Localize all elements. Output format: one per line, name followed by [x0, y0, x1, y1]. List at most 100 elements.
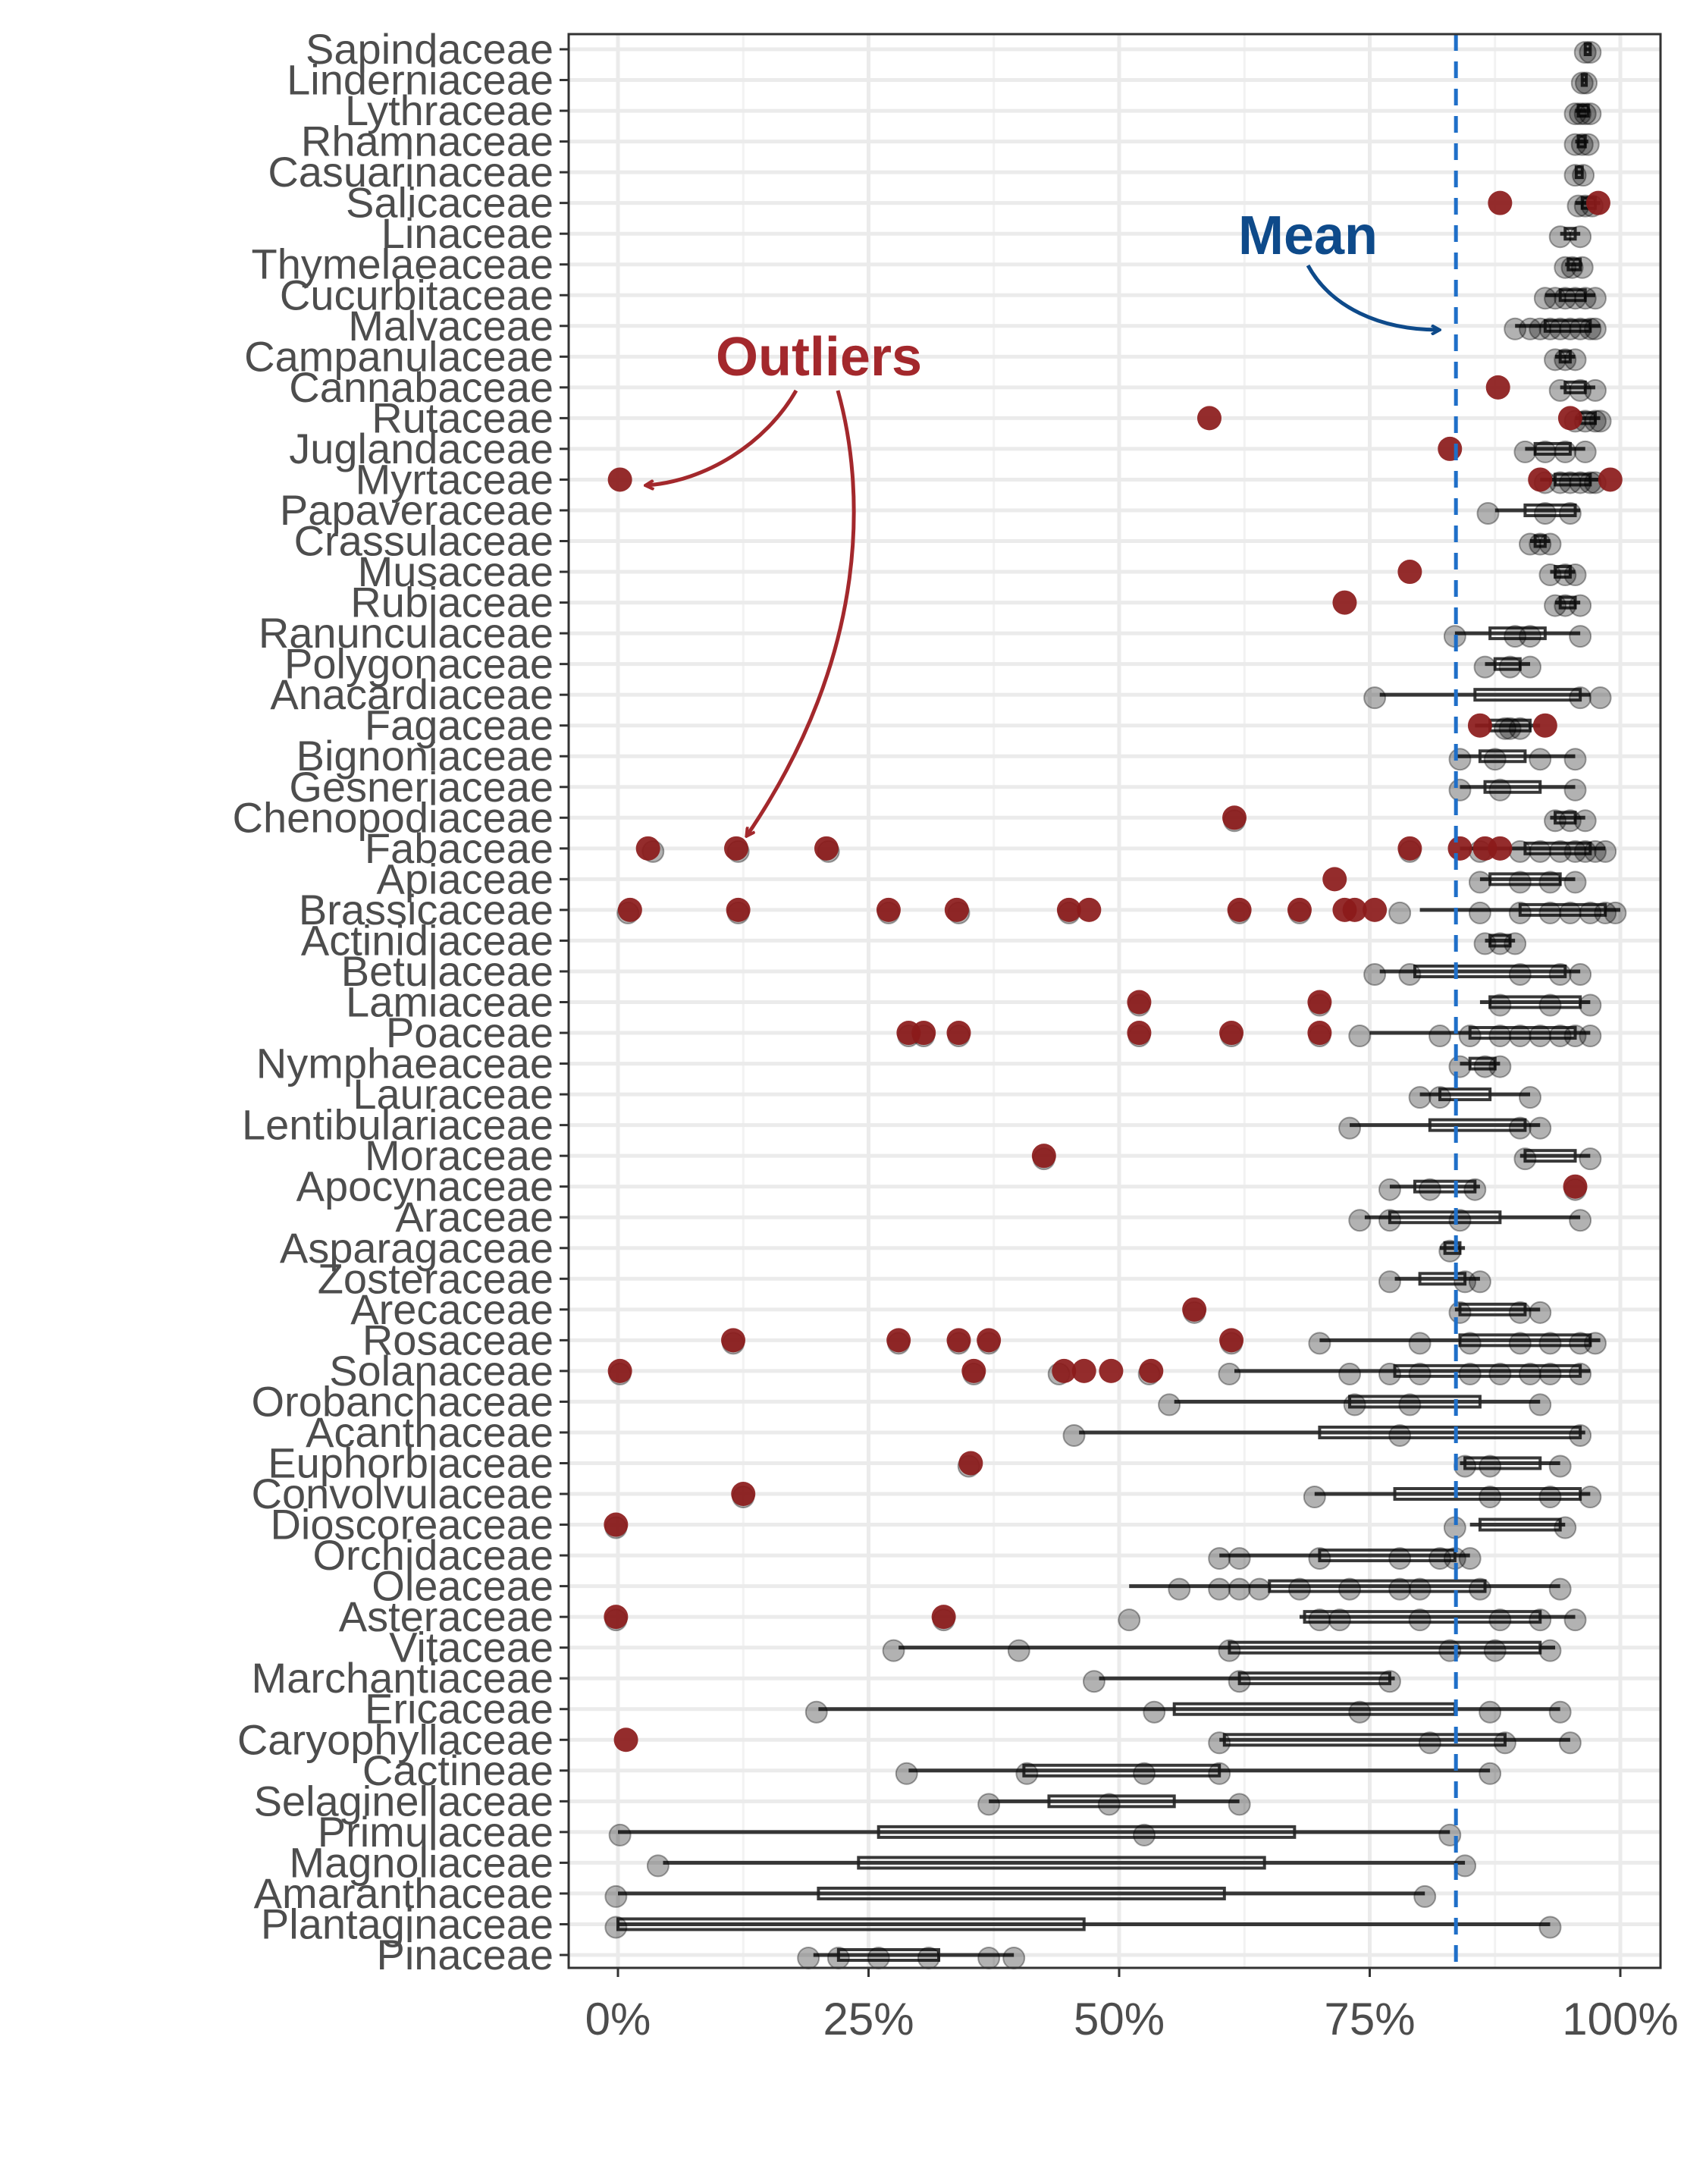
data-point: [1428, 1025, 1452, 1048]
data-point: [1448, 778, 1472, 802]
data-point: [1560, 256, 1584, 279]
data-point: [1548, 1454, 1572, 1478]
iqr-box: [1318, 1549, 1457, 1563]
y-tick-label: Orchidaceae: [312, 1531, 554, 1579]
family-row: [1488, 190, 1610, 218]
data-point: [1378, 1362, 1401, 1385]
family-row: [1570, 71, 1598, 95]
data-point: [1544, 809, 1567, 833]
y-tick-label: Amaranthaceae: [254, 1869, 554, 1917]
data-point: [608, 1823, 632, 1847]
data-point: [1498, 655, 1522, 679]
family-row: [1338, 1116, 1552, 1140]
iqr-box: [1047, 1794, 1176, 1809]
iqr-box: [1558, 350, 1572, 364]
iqr-box: [1523, 1149, 1577, 1163]
outlier-point: [1342, 897, 1367, 922]
data-point: [1563, 102, 1587, 126]
outlier-point: [1139, 1358, 1164, 1383]
data-point: [1308, 1608, 1331, 1632]
data-point: [1308, 1547, 1331, 1571]
family-row: [1129, 1577, 1572, 1601]
data-point: [1563, 348, 1587, 372]
y-tick-label: Myrtaceae: [356, 455, 554, 503]
iqr-box: [1558, 595, 1577, 610]
y-tick-label: Cucurbitaceae: [280, 271, 554, 318]
data-point: [1479, 1454, 1502, 1478]
family-row: [977, 1793, 1251, 1816]
data-point: [1473, 655, 1497, 679]
iqr-box: [857, 1856, 1266, 1870]
data-point: [1569, 317, 1592, 340]
data-point: [1228, 1547, 1251, 1571]
y-tick-label: Brassicaceae: [299, 886, 554, 934]
data-point: [895, 1762, 918, 1785]
data-point: [1544, 348, 1567, 372]
outlier-point: [1467, 713, 1492, 738]
data-point: [1133, 1823, 1156, 1847]
data-point: [1508, 1025, 1532, 1048]
outlier-point: [721, 1328, 746, 1353]
family-row: [607, 467, 1623, 494]
data-point: [1529, 1608, 1552, 1632]
family-row: [1062, 1423, 1592, 1447]
family-row: [604, 1605, 1587, 1632]
data-point: [1458, 1025, 1482, 1048]
data-point: [1573, 287, 1597, 310]
outlier-point: [946, 1021, 971, 1046]
outlier-point: [726, 897, 751, 922]
data-point: [1228, 1670, 1251, 1693]
data-point: [1508, 1332, 1532, 1355]
data-point: [1563, 1608, 1587, 1632]
data-point: [1548, 378, 1572, 402]
data-point: [1554, 563, 1577, 587]
data-point: [1554, 440, 1577, 463]
iqr-box: [1222, 1733, 1507, 1747]
data-point: [1479, 1486, 1502, 1509]
data-point: [1569, 102, 1592, 126]
family-row: [1476, 501, 1582, 525]
data-point: [1348, 1209, 1372, 1232]
data-point: [1488, 1025, 1512, 1048]
data-point: [1588, 410, 1612, 433]
data-point: [1488, 1362, 1512, 1385]
iqr-box: [1533, 534, 1547, 548]
iqr-box: [1237, 1671, 1391, 1686]
family-row: [957, 1451, 1572, 1478]
y-tick-label: Marchantiaceae: [252, 1654, 554, 1702]
y-tick-label: Rosaceae: [362, 1316, 554, 1363]
outlier-point: [1438, 436, 1463, 461]
y-tick-label: Casuarinaceae: [268, 148, 554, 196]
family-row: [1196, 406, 1612, 433]
y-tick-label: Gesneriaceae: [289, 763, 554, 811]
y-tick-label: Sapindaceae: [306, 25, 554, 73]
y-tick-label: Nymphaeaceae: [256, 1040, 554, 1087]
data-point: [1408, 1608, 1432, 1632]
data-point: [1479, 1762, 1502, 1785]
mean-annotation-label: Mean: [1238, 206, 1378, 266]
data-point: [1228, 1577, 1251, 1601]
family-row: [604, 1884, 1437, 1908]
data-point: [1583, 1332, 1607, 1355]
iqr-box: [1583, 42, 1592, 56]
y-tick-label: Ranunculaceae: [259, 609, 554, 657]
data-point: [1498, 717, 1522, 740]
outlier-point: [1307, 990, 1332, 1015]
outlier-point: [1563, 1174, 1588, 1199]
data-point: [1558, 317, 1582, 340]
iqr-box: [1388, 1210, 1502, 1225]
data-point: [1569, 225, 1592, 249]
data-point: [1573, 102, 1597, 126]
family-row: [1563, 102, 1602, 126]
family-row: [1332, 590, 1592, 617]
family-row: [1438, 436, 1597, 463]
data-point: [1308, 1332, 1331, 1355]
data-point: [1519, 655, 1542, 679]
family-rows: [604, 41, 1627, 1969]
data-point: [1513, 1147, 1537, 1171]
data-point: [1554, 256, 1577, 279]
data-point: [1468, 871, 1491, 894]
data-point: [1548, 839, 1572, 863]
data-point: [1458, 1547, 1482, 1571]
data-point: [1428, 1547, 1452, 1571]
